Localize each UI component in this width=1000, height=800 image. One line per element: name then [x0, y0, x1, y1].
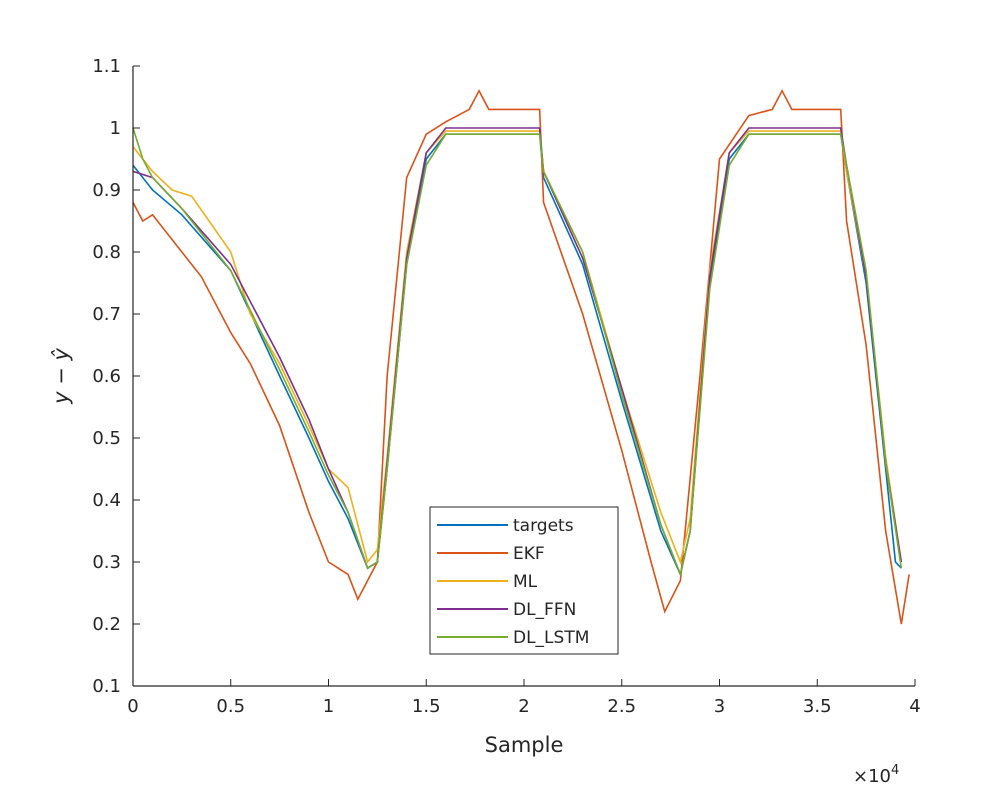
- x-tick-label: 3: [714, 696, 725, 717]
- y-tick-label: 0.7: [92, 304, 121, 325]
- legend-label: ML: [513, 572, 538, 592]
- y-tick-label: 0.6: [92, 366, 121, 387]
- x-axis-label: Sample: [485, 733, 564, 757]
- x-tick-label: 2: [518, 696, 529, 717]
- y-tick-label: 0.5: [92, 428, 121, 449]
- legend: targets EKF ML DL_FFN DL_LSTM: [429, 506, 619, 655]
- legend-label: targets: [513, 516, 574, 536]
- y-axis-label: y − ŷ: [49, 348, 73, 405]
- x-tick-label: 1.5: [412, 696, 441, 717]
- series-line-dl-lstm: [132, 127, 903, 578]
- y-tick-label: 0.3: [92, 552, 121, 573]
- x-tick-label: 0.5: [216, 696, 245, 717]
- y-tick-label: 0.1: [92, 676, 121, 697]
- legend-label: DL_FFN: [513, 600, 576, 620]
- y-tick-label: 1.1: [92, 56, 121, 77]
- series-line-ekf: [132, 89, 910, 625]
- legend-label: DL_LSTM: [513, 628, 589, 648]
- x-tick-label: 3.5: [803, 696, 832, 717]
- x-tick-label: 4: [909, 696, 920, 717]
- y-tick-label: 0.8: [92, 242, 121, 263]
- x-multiplier: ×104: [853, 763, 899, 787]
- x-tick-label: 1: [323, 696, 334, 717]
- x-tick-label: 2.5: [607, 696, 636, 717]
- series-line-dl-ffn: [132, 127, 903, 578]
- y-tick-label: 0.9: [92, 180, 121, 201]
- y-tick-label: 0.2: [92, 614, 121, 635]
- series-line-ml: [132, 130, 903, 565]
- legend-label: EKF: [513, 544, 545, 564]
- y-tick-label: 0.4: [92, 490, 121, 511]
- y-tick-label: 1: [110, 118, 121, 139]
- x-tick-label: 0: [127, 696, 138, 717]
